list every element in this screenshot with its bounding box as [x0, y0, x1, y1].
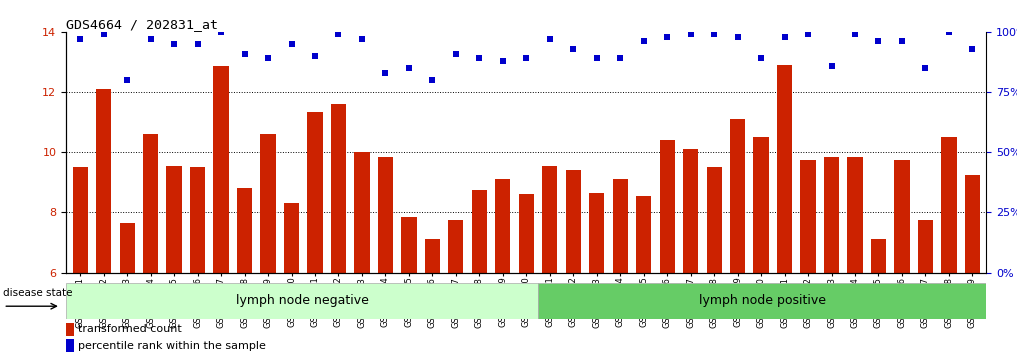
Point [494, 58, 511, 64]
Point [72, 36, 88, 42]
Point [424, 77, 440, 83]
Point [119, 77, 135, 83]
Bar [636, 196, 651, 273]
Point [776, 34, 792, 40]
Bar [214, 67, 229, 273]
Bar [660, 140, 675, 273]
Point [542, 36, 558, 42]
Bar [284, 203, 299, 273]
Point [636, 39, 652, 44]
Text: GDS4664 / 202831_at: GDS4664 / 202831_at [66, 18, 218, 31]
Bar [917, 220, 933, 273]
Bar [519, 194, 534, 273]
Point [142, 36, 159, 42]
Point [213, 29, 229, 35]
Point [166, 41, 182, 47]
Bar [120, 223, 135, 273]
Bar [425, 240, 440, 273]
Bar [72, 167, 87, 273]
Point [871, 39, 887, 44]
Bar [894, 160, 909, 273]
Point [284, 41, 300, 47]
Bar [402, 217, 417, 273]
Point [824, 63, 840, 68]
Point [800, 32, 817, 37]
Point [331, 32, 347, 37]
Bar [965, 175, 980, 273]
Point [753, 56, 769, 61]
Bar [589, 193, 604, 273]
Bar [707, 167, 722, 273]
Point [659, 34, 675, 40]
Bar [871, 240, 886, 273]
Bar [331, 104, 346, 273]
Bar [143, 134, 159, 273]
Bar [354, 152, 369, 273]
Bar [190, 167, 205, 273]
Bar [96, 89, 111, 273]
Bar [448, 220, 464, 273]
Point [847, 32, 863, 37]
Point [447, 51, 464, 56]
Bar [538, 283, 986, 319]
Bar [66, 283, 538, 319]
Text: lymph node positive: lymph node positive [699, 295, 826, 307]
Bar [260, 134, 276, 273]
Point [589, 56, 605, 61]
Point [941, 29, 957, 35]
Point [96, 32, 112, 37]
Point [354, 36, 370, 42]
Point [307, 53, 323, 59]
Bar [472, 190, 487, 273]
Point [518, 56, 535, 61]
Text: disease state: disease state [3, 288, 73, 298]
Bar [66, 323, 74, 336]
Bar [66, 339, 74, 352]
Bar [777, 65, 792, 273]
Bar [565, 170, 581, 273]
Bar [377, 157, 393, 273]
Point [377, 70, 394, 76]
Bar [847, 157, 862, 273]
Bar [683, 149, 699, 273]
Point [917, 65, 934, 71]
Bar [167, 166, 182, 273]
Bar [800, 160, 816, 273]
Point [471, 56, 487, 61]
Bar [495, 179, 511, 273]
Point [729, 34, 745, 40]
Bar [942, 137, 957, 273]
Text: percentile rank within the sample: percentile rank within the sample [77, 341, 265, 351]
Point [260, 56, 277, 61]
Point [964, 46, 980, 52]
Bar [542, 166, 557, 273]
Point [706, 32, 722, 37]
Point [894, 39, 910, 44]
Text: lymph node negative: lymph node negative [236, 295, 368, 307]
Point [565, 46, 582, 52]
Point [612, 56, 629, 61]
Bar [307, 112, 322, 273]
Text: transformed count: transformed count [77, 324, 181, 334]
Point [236, 51, 252, 56]
Point [401, 65, 417, 71]
Bar [754, 137, 769, 273]
Bar [237, 188, 252, 273]
Point [189, 41, 205, 47]
Bar [730, 119, 745, 273]
Point [682, 32, 699, 37]
Bar [612, 179, 627, 273]
Bar [824, 157, 839, 273]
